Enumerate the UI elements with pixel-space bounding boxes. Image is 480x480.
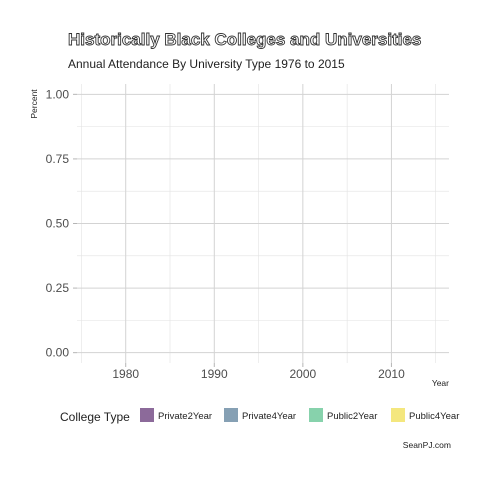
- y-tick-label: 0.50: [46, 217, 70, 231]
- legend-swatch: [309, 408, 323, 422]
- x-tick-label: 1980: [112, 367, 139, 381]
- x-axis: 1980 1990 2000 2010: [112, 363, 405, 381]
- chart-subtitle: Annual Attendance By University Type 197…: [68, 57, 345, 71]
- y-tick-label: 1.00: [46, 87, 70, 101]
- y-tick-label: 0.25: [46, 281, 70, 295]
- y-tick-label: 0.75: [46, 152, 70, 166]
- x-tick-label: 2000: [290, 367, 317, 381]
- legend-swatch: [140, 408, 154, 422]
- chart-caption: SeanPJ.com: [403, 440, 451, 450]
- legend-swatch: [391, 408, 405, 422]
- y-axis-label: Percent: [29, 89, 39, 119]
- x-tick-label: 2010: [378, 367, 405, 381]
- x-tick-label: 1990: [201, 367, 228, 381]
- x-axis-label: Year: [432, 378, 449, 388]
- chart-title: Historically Black Colleges and Universi…: [68, 30, 421, 49]
- legend-label: Public2Year: [327, 411, 377, 422]
- y-axis: 0.00 0.25 0.50 0.75 1.00: [46, 87, 77, 360]
- legend-title: College Type: [60, 410, 130, 424]
- y-tick-label: 0.00: [46, 346, 70, 360]
- legend: College Type Private2Year Private4Year Pub…: [60, 408, 459, 424]
- legend-swatch: [224, 408, 238, 422]
- legend-label: Public4Year: [409, 411, 459, 422]
- grid-lines: [77, 84, 449, 363]
- legend-label: Private2Year: [158, 411, 212, 422]
- legend-label: Private4Year: [242, 411, 296, 422]
